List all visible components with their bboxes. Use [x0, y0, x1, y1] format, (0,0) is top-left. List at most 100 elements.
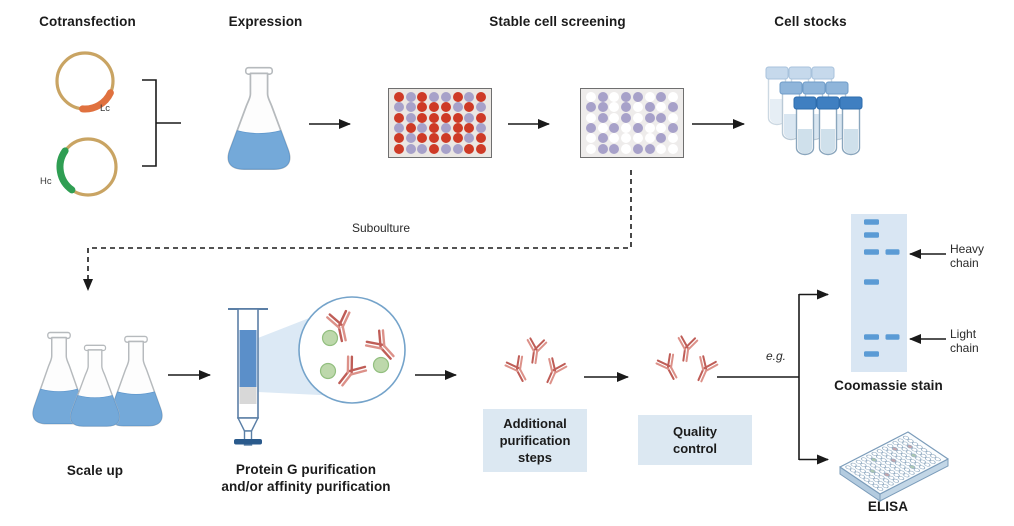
- plate-well: [429, 123, 440, 134]
- elisa-label: ELISA: [867, 499, 909, 514]
- plate-well: [585, 133, 596, 144]
- light-chain-label: Light chain: [950, 327, 979, 355]
- plate-well: [585, 112, 596, 123]
- plate-well: [597, 123, 608, 134]
- plate-well: [597, 102, 608, 113]
- plate-well: [644, 112, 655, 123]
- plate-well: [597, 133, 608, 144]
- plate-well: [417, 112, 428, 123]
- plate-well: [668, 102, 679, 113]
- plate-well: [476, 112, 487, 123]
- plate-well: [656, 133, 667, 144]
- protein-g-label: Protein G purification and/or affinity p…: [221, 462, 391, 494]
- lc-label: Lc: [100, 103, 111, 114]
- screening-title: Stable cell screening: [489, 14, 626, 29]
- qc-antibodies-icon: [656, 336, 719, 384]
- plate-well: [609, 123, 620, 134]
- plate-well: [464, 143, 475, 154]
- plate-well: [621, 123, 632, 134]
- plate-well: [585, 143, 596, 154]
- plate-well: [464, 112, 475, 123]
- plate-well: [632, 102, 643, 113]
- plate-well: [621, 112, 632, 123]
- expression-title: Expression: [228, 14, 303, 29]
- plate-well: [656, 92, 667, 103]
- plate-well: [668, 143, 679, 154]
- cotransfection-title: Cotransfection: [39, 14, 136, 29]
- plate-well: [609, 92, 620, 103]
- plate-well: [585, 102, 596, 113]
- plate-well: [440, 102, 451, 113]
- magnifier-circle-icon: [298, 296, 406, 404]
- expression-flask-icon: [227, 66, 291, 170]
- plate-well: [585, 123, 596, 134]
- elisa-plate-icon: [839, 431, 949, 502]
- plate-well: [429, 92, 440, 103]
- purified-antibodies-icon: [505, 338, 568, 386]
- plate-well: [393, 143, 404, 154]
- plate-well: [621, 143, 632, 154]
- hc-label: Hc: [40, 176, 52, 187]
- additional-purification-box: Additional purification steps: [483, 409, 587, 472]
- plate-well: [597, 112, 608, 123]
- plate-well: [668, 112, 679, 123]
- plate-well: [644, 92, 655, 103]
- plate-well: [429, 133, 440, 144]
- plate-well: [632, 143, 643, 154]
- plate-well: [452, 133, 463, 144]
- quality-control-box: Quality control: [638, 415, 752, 465]
- plate-well: [452, 112, 463, 123]
- cell-stocks-title: Cell stocks: [774, 14, 847, 29]
- coomassie-gel-icon: [851, 214, 907, 372]
- plate-well: [597, 143, 608, 154]
- plasmid-lc-icon: [55, 51, 115, 113]
- plate-well: [393, 123, 404, 134]
- plate-well: [417, 123, 428, 134]
- plate-well: [464, 92, 475, 103]
- plate-well: [632, 133, 643, 144]
- plate-well: [609, 102, 620, 113]
- plate-well: [656, 143, 667, 154]
- plate-well: [656, 123, 667, 134]
- plate-well: [597, 92, 608, 103]
- plate-well: [440, 92, 451, 103]
- plate-well: [632, 112, 643, 123]
- plate-well: [429, 112, 440, 123]
- plate-well: [440, 143, 451, 154]
- plate-well: [464, 133, 475, 144]
- plate-well: [393, 102, 404, 113]
- plate-well: [656, 112, 667, 123]
- plate-well: [429, 143, 440, 154]
- plate-well: [417, 102, 428, 113]
- plate-well: [405, 92, 416, 103]
- plate-well: [393, 112, 404, 123]
- plate-well: [632, 92, 643, 103]
- plate-well: [644, 143, 655, 154]
- protein-g-column-icon: [228, 308, 268, 446]
- eg-label: e.g.: [765, 349, 786, 363]
- plate-well: [464, 123, 475, 134]
- plate-well: [644, 133, 655, 144]
- plate-well: [644, 102, 655, 113]
- scale-up-flasks-icon: [32, 331, 163, 427]
- plate-well: [476, 92, 487, 103]
- plate-well: [452, 143, 463, 154]
- plate-well: [621, 92, 632, 103]
- plate-well: [452, 92, 463, 103]
- plate-well: [405, 143, 416, 154]
- bracket-connector: [142, 79, 181, 167]
- plate-well: [476, 133, 487, 144]
- plate-well: [476, 102, 487, 113]
- coomassie-label: Coomassie stain: [834, 378, 943, 393]
- plate-well: [417, 92, 428, 103]
- plate-well: [452, 123, 463, 134]
- cell-stock-vials-icon: [765, 66, 863, 156]
- plate-well: [405, 102, 416, 113]
- plate-well: [405, 123, 416, 134]
- plasmid-hc-icon: [56, 137, 118, 197]
- gel-band-arrows: [909, 249, 946, 344]
- plate-well: [668, 133, 679, 144]
- scale-up-label: Scale up: [66, 463, 124, 478]
